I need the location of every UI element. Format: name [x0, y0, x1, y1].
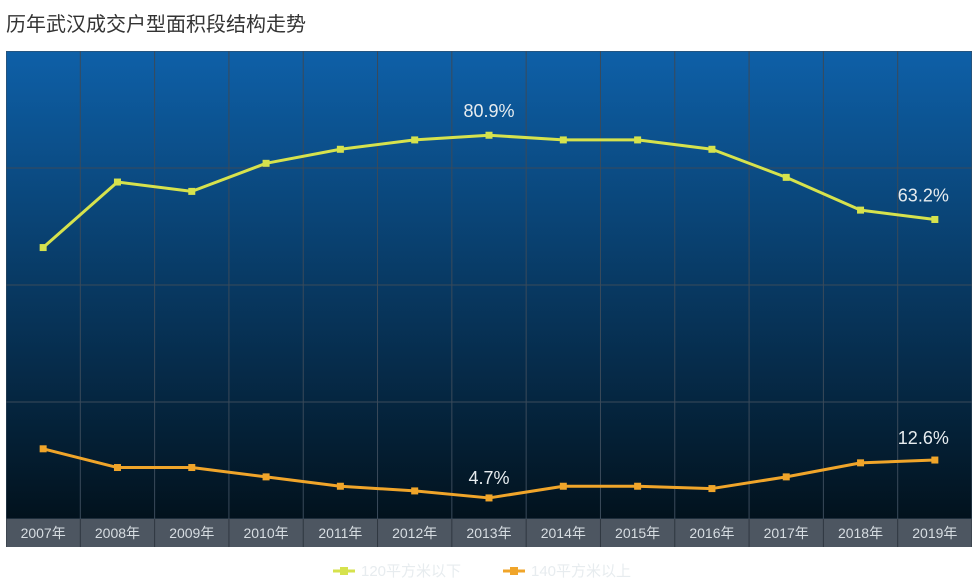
- series-marker: [931, 457, 938, 464]
- series-marker: [931, 216, 938, 223]
- series-marker: [411, 487, 418, 494]
- x-axis-label: 2011年: [318, 525, 362, 541]
- x-axis-label: 2012年: [392, 525, 437, 541]
- series-marker: [486, 132, 493, 139]
- x-axis-label: 2015年: [615, 525, 660, 541]
- x-axis-label: 2014年: [541, 525, 586, 541]
- x-axis-label: 2009年: [169, 525, 214, 541]
- series-marker: [337, 146, 344, 153]
- chart-container: 2007年 2008年 2009年 2010年 2011年 2012年 2013年 2014年…: [6, 51, 972, 581]
- legend-item: 120平方米以下: [333, 563, 461, 580]
- series-marker: [708, 146, 715, 153]
- svg-text:140平方米以上: 140平方米以上: [531, 563, 631, 580]
- x-axis-label: 2010年: [243, 525, 288, 541]
- legend-item: 140平方米以上: [503, 563, 631, 580]
- svg-text:120平方米以下: 120平方米以下: [361, 563, 461, 580]
- series-marker: [634, 483, 641, 490]
- x-axis-label: 2008年: [95, 525, 140, 541]
- x-axis-label: 2018年: [838, 525, 883, 541]
- line-chart: 2007年 2008年 2009年 2010年 2011年 2012年 2013年 2014年…: [6, 51, 972, 581]
- series-marker: [411, 136, 418, 143]
- page-title: 历年武汉成交户型面积段结构走势: [0, 0, 978, 51]
- annotation-label: 4.7%: [468, 468, 509, 488]
- series-marker: [188, 464, 195, 471]
- x-axis-label: 2019年: [912, 525, 957, 541]
- series-marker: [337, 483, 344, 490]
- series-marker: [708, 485, 715, 492]
- series-marker: [263, 473, 270, 480]
- series-marker: [40, 244, 47, 251]
- series-marker: [114, 179, 121, 186]
- series-marker: [783, 174, 790, 181]
- series-marker: [188, 188, 195, 195]
- x-axis-label: 2007年: [21, 525, 66, 541]
- annotation-label: 12.6%: [898, 428, 949, 448]
- series-marker: [783, 473, 790, 480]
- series-marker: [857, 459, 864, 466]
- series-marker: [40, 445, 47, 452]
- series-marker: [634, 136, 641, 143]
- annotation-label: 80.9%: [463, 101, 514, 121]
- series-marker: [486, 494, 493, 501]
- series-marker: [560, 483, 567, 490]
- series-marker: [263, 160, 270, 167]
- x-axis-label: 2017年: [764, 525, 809, 541]
- x-axis-label: 2013年: [466, 525, 511, 541]
- series-marker: [857, 207, 864, 214]
- series-marker: [114, 464, 121, 471]
- annotation-label: 63.2%: [898, 185, 949, 205]
- series-marker: [560, 136, 567, 143]
- x-axis-label: 2016年: [689, 525, 734, 541]
